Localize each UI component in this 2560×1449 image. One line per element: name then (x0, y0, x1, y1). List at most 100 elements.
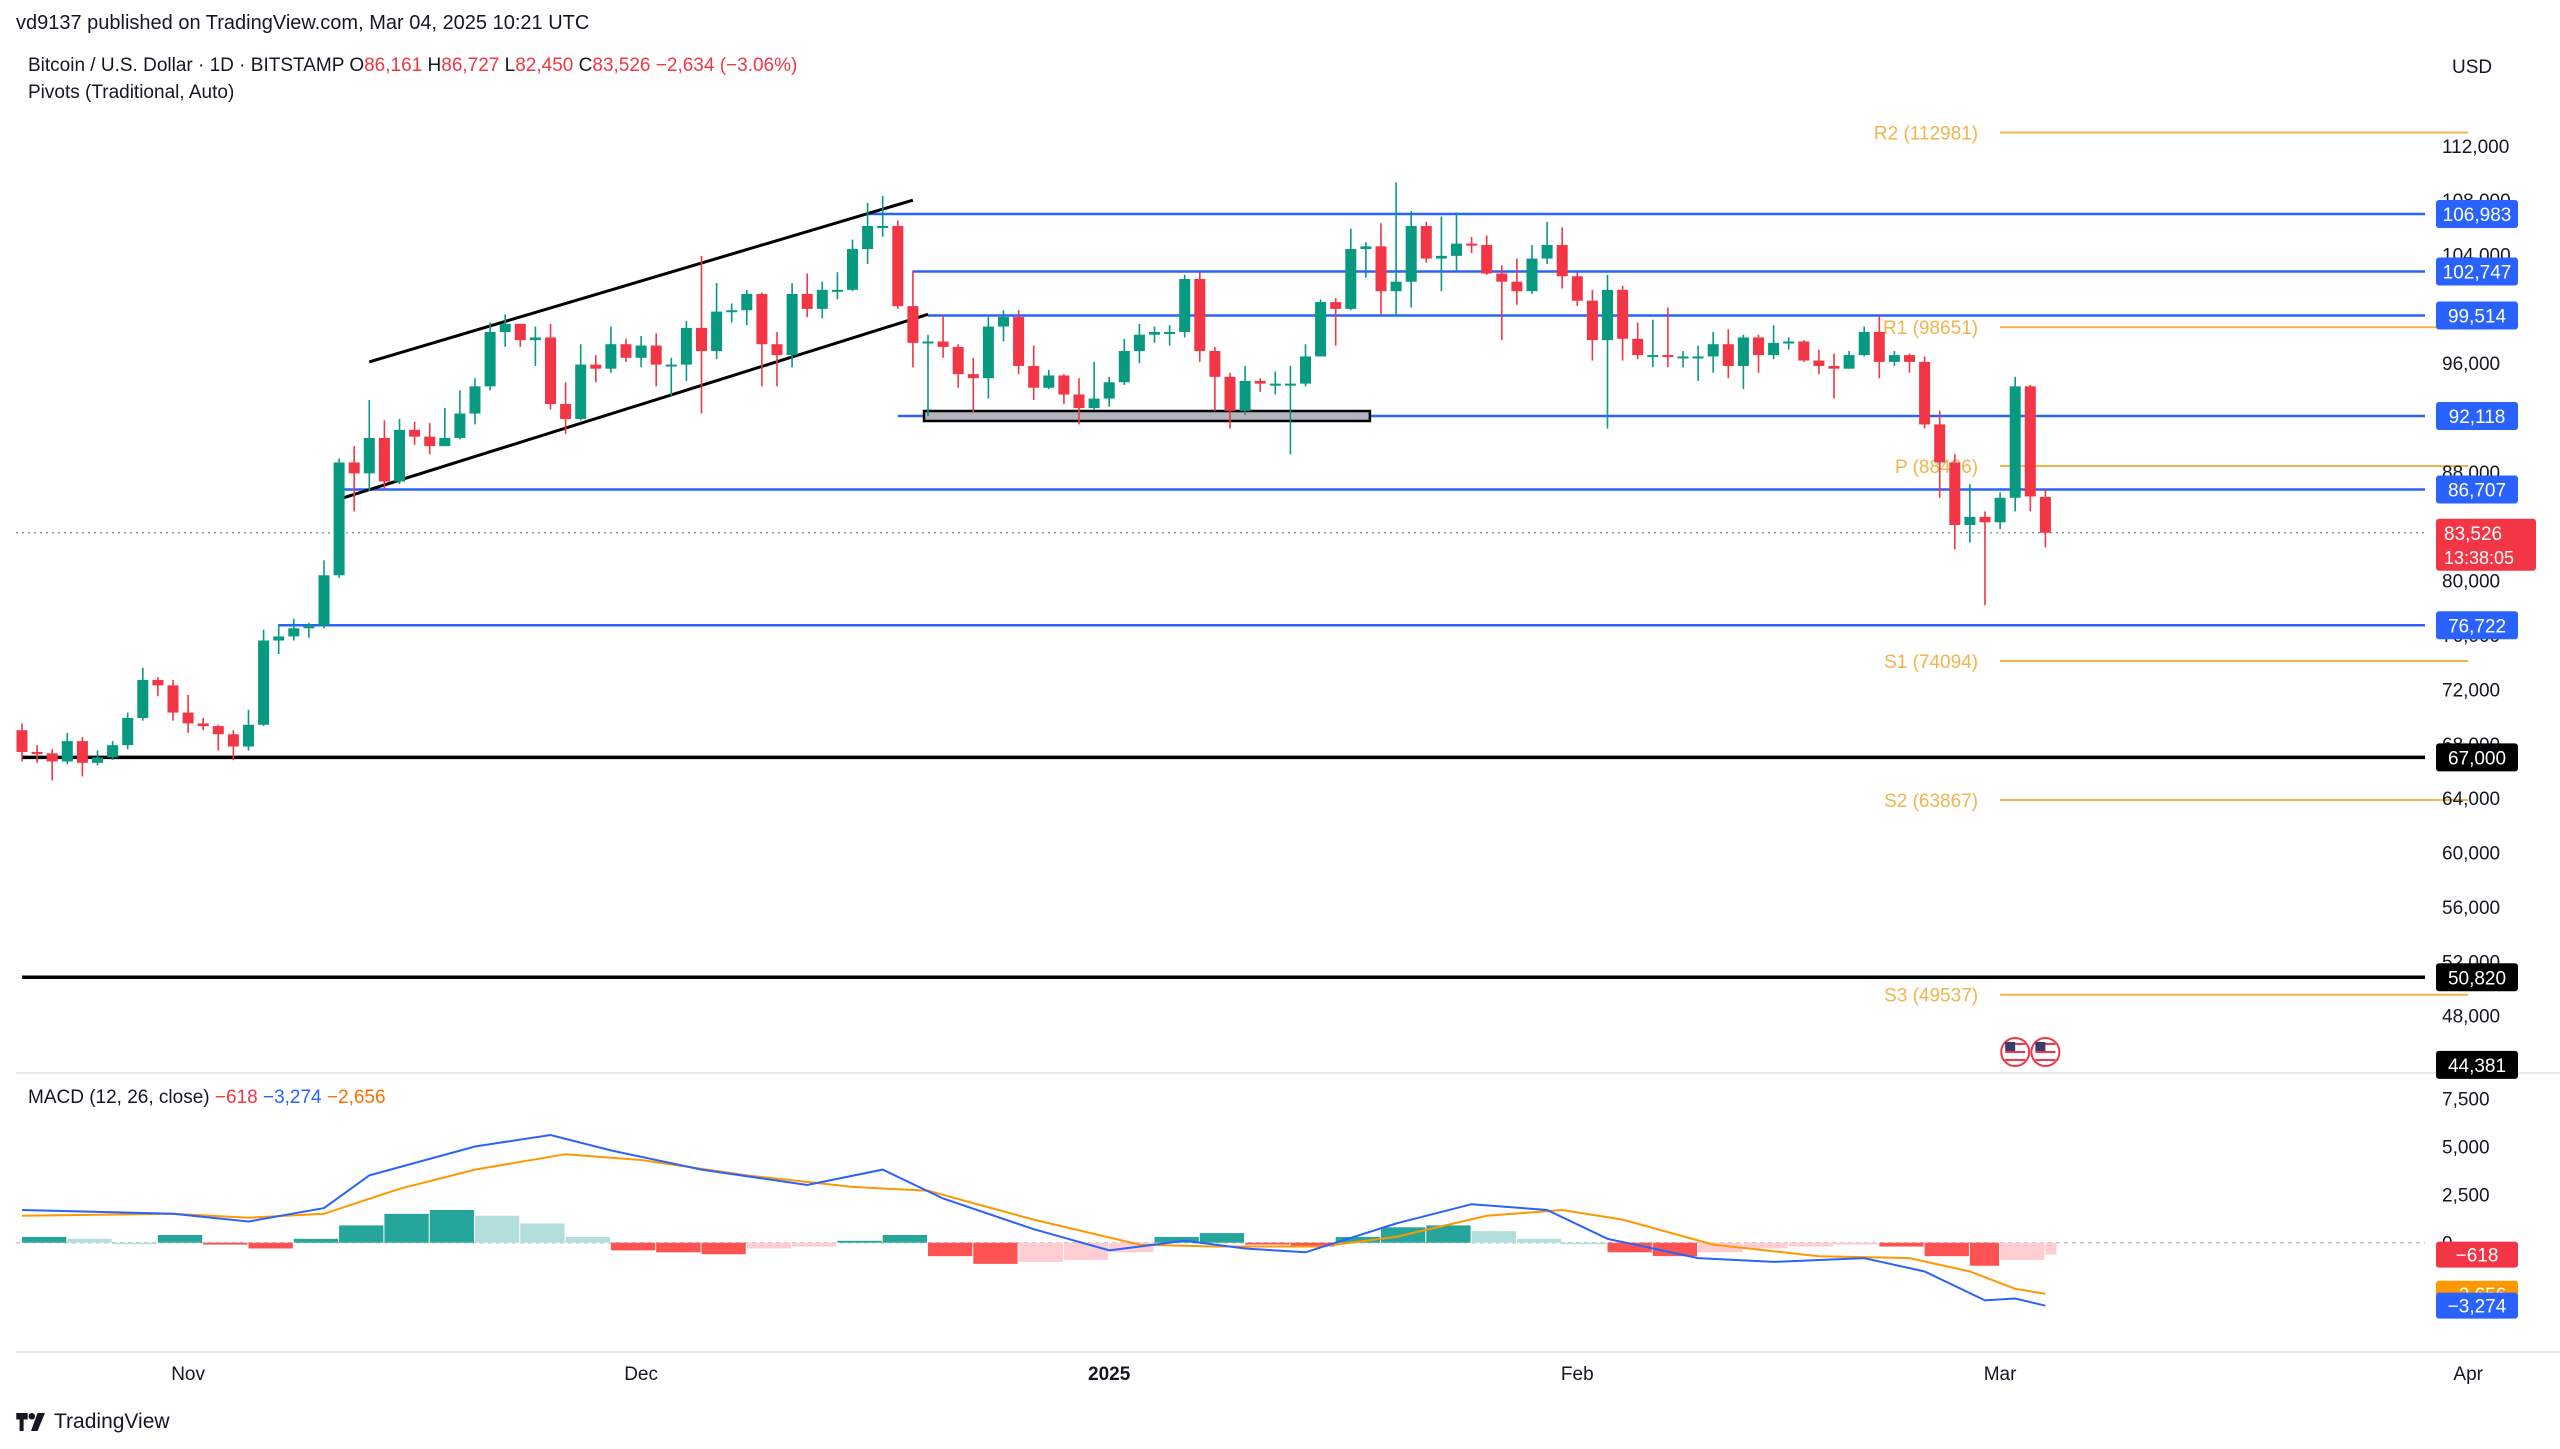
macd-histogram-bar (1018, 1242, 1063, 1262)
time-tick-label: 2025 (1088, 1364, 1131, 1385)
candle-body (394, 429, 405, 482)
candle-body (756, 293, 768, 345)
ohlc-open-value: 86,161 (364, 55, 423, 76)
candle-body (590, 364, 602, 369)
pivots-indicator-label[interactable]: Pivots (Traditional, Auto) (28, 82, 235, 103)
ohlc-high-value: 86,727 (441, 55, 500, 76)
candle-body (1662, 355, 1674, 358)
macd-histogram-bar (701, 1242, 746, 1255)
candle-body (1028, 365, 1040, 388)
candle-body (1451, 243, 1462, 256)
candle-body (907, 306, 919, 343)
channel-line-upper (368, 198, 914, 364)
candle-body (1949, 462, 1961, 525)
extra-level-badge (2436, 1050, 2518, 1079)
candle-body (1254, 380, 1266, 384)
candle-body (243, 724, 254, 747)
candle-body (454, 413, 466, 438)
level-badge (2436, 402, 2518, 431)
candle-body (2039, 496, 2051, 533)
ohlc-low-value: 82,450 (515, 55, 574, 76)
macd-histogram-bar (1698, 1242, 1743, 1253)
candle-body (771, 344, 783, 356)
macd-histogram-bar (1969, 1242, 2000, 1266)
macd-hist-value: −618 (214, 1087, 258, 1108)
candle-body (711, 311, 723, 352)
events-layer (2000, 1037, 2061, 1067)
macd-histogram-bar (973, 1242, 1018, 1264)
macd-histogram-bar (1788, 1242, 1833, 1247)
candle-body (197, 723, 209, 727)
flag-canton (2035, 1042, 2046, 1051)
candle-body (862, 225, 874, 250)
symbol-legend[interactable]: Bitcoin / U.S. Dollar · 1D · BITSTAMP O8… (28, 55, 797, 77)
extra-level-badge-label: 44,381 (2448, 1056, 2506, 1077)
candle-body (1511, 281, 1523, 292)
level-badge (2436, 257, 2518, 286)
macd-histogram-bar (746, 1242, 792, 1249)
level-badge (2436, 611, 2518, 640)
price-tick-label: 96,000 (2442, 354, 2500, 375)
brand-name: TradingView (54, 1410, 170, 1433)
candle-body (1934, 424, 1946, 463)
candle-body (484, 331, 496, 387)
pivot-label: S2 (63867) (1884, 791, 1978, 812)
us-flag-icon (2000, 1037, 2031, 1067)
levels-layer (22, 212, 2425, 980)
price-tick-label: 56,000 (2442, 898, 2500, 919)
macd-histogram-bar (928, 1242, 973, 1257)
candle-body (1164, 331, 1176, 334)
candle-body (1722, 344, 1734, 366)
candle-body (1571, 276, 1583, 301)
macd-histogram-bar (1652, 1242, 1698, 1257)
pivot-label: R1 (98651) (1883, 318, 1978, 339)
candle-body (1420, 225, 1432, 259)
candle-body (16, 730, 28, 752)
candle-body (847, 249, 858, 290)
candle-body (1103, 382, 1115, 399)
candle-body (560, 404, 572, 419)
candle-body (1707, 344, 1719, 357)
tradingview-logo-icon (16, 1413, 45, 1431)
candle-body (665, 364, 677, 367)
channel-line-lower (338, 312, 929, 501)
candle-body (1541, 244, 1553, 259)
level-badge-label: 102,747 (2443, 263, 2512, 284)
time-tick-label: Apr (2453, 1364, 2483, 1385)
macd-layer (21, 1133, 2057, 1307)
candle-body (1269, 383, 1281, 386)
candle-body (1179, 278, 1191, 332)
macd-tick-label: 5,000 (2442, 1138, 2490, 1159)
last-price-badge (2436, 518, 2536, 571)
macd-histogram-bar (520, 1223, 565, 1243)
candle-body (1888, 355, 1900, 362)
candle-body (635, 345, 647, 358)
candle-body (378, 437, 390, 482)
candle-body (1873, 331, 1885, 362)
macd-indicator-name: MACD (12, 26, close) (28, 1087, 210, 1108)
macd-histogram-bar (384, 1213, 429, 1243)
candle-body (288, 628, 300, 637)
candle-body (952, 346, 964, 375)
ohlc-close-value: 83,526 (592, 55, 651, 76)
candle-body (1239, 380, 1251, 411)
symbol-title: Bitcoin / U.S. Dollar · 1D · BITSTAMP (28, 55, 345, 76)
currency-label[interactable]: USD (2452, 57, 2493, 78)
candle-body (1118, 351, 1130, 383)
candle-body (1360, 246, 1372, 250)
channel-layer (338, 198, 929, 501)
tradingview-brand[interactable]: TradingView (16, 1410, 170, 1434)
candle-body (831, 289, 843, 292)
macd-histogram-bar (1743, 1242, 1788, 1249)
candle-body (1435, 255, 1447, 259)
candle-body (1813, 360, 1825, 366)
level-badge (2436, 475, 2518, 504)
price-tick-label: 60,000 (2442, 844, 2500, 865)
macd-legend[interactable]: MACD (12, 26, close) −618 −3,274 −2,656 (28, 1087, 386, 1109)
candle-body (1133, 334, 1145, 352)
candle-body (1737, 337, 1749, 366)
candle-body (227, 734, 239, 747)
candle-body (967, 374, 979, 379)
level-badge-label: 106,983 (2443, 205, 2512, 226)
